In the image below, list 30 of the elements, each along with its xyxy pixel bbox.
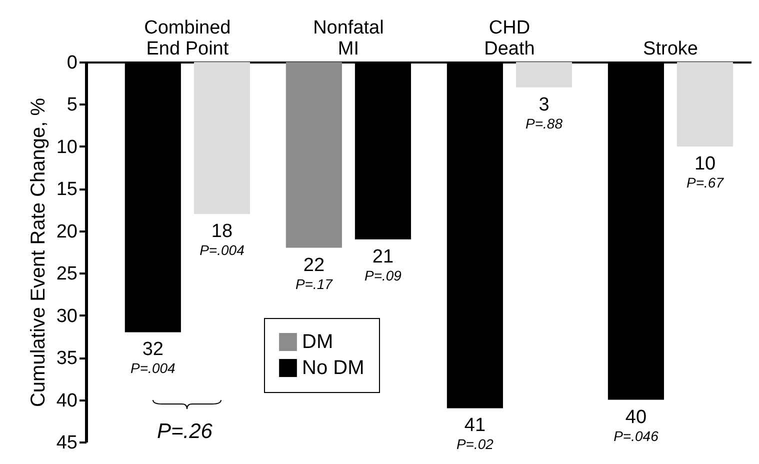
y-tick-label: 0: [66, 52, 78, 74]
text: 41 P=.02: [456, 415, 494, 452]
bar: [194, 62, 250, 214]
x-tick-label: Stroke: [643, 38, 698, 60]
text: 32 P=.004: [130, 339, 176, 376]
y-tick-label: 45: [56, 432, 78, 454]
text: 40 P=.046: [614, 406, 658, 444]
text: 10 P=.67: [686, 153, 724, 190]
y-tick-label: 10: [56, 136, 78, 158]
legend-label: DM: [302, 331, 334, 353]
y-axis-title: Cumulative Event Rate Change, %: [27, 98, 50, 408]
x-tick-label: CHD Death: [484, 18, 535, 60]
y-tick-label: 5: [66, 94, 78, 116]
y-tick-label: 15: [56, 179, 78, 200]
text: 3 P=.88: [526, 94, 562, 132]
y-tick-label: 25: [56, 264, 78, 285]
y-tick-label: 40: [56, 390, 78, 412]
text: 18 P=.004: [200, 221, 244, 258]
x-tick-label: Combined End Point: [144, 18, 231, 60]
x-tick-label: Nonfatal MI: [313, 18, 384, 60]
bar: [286, 62, 342, 248]
y-tick-label: 35: [56, 348, 78, 370]
legend-label: No DM: [302, 357, 364, 379]
y-tick-label: 20: [56, 221, 78, 242]
text: 21 P=.09: [364, 246, 402, 284]
bar: [516, 62, 572, 88]
y-tick-label: 30: [56, 306, 78, 327]
bar: [676, 62, 734, 146]
annotation: P=.26: [157, 420, 212, 444]
text: 22 P=.17: [295, 254, 332, 292]
